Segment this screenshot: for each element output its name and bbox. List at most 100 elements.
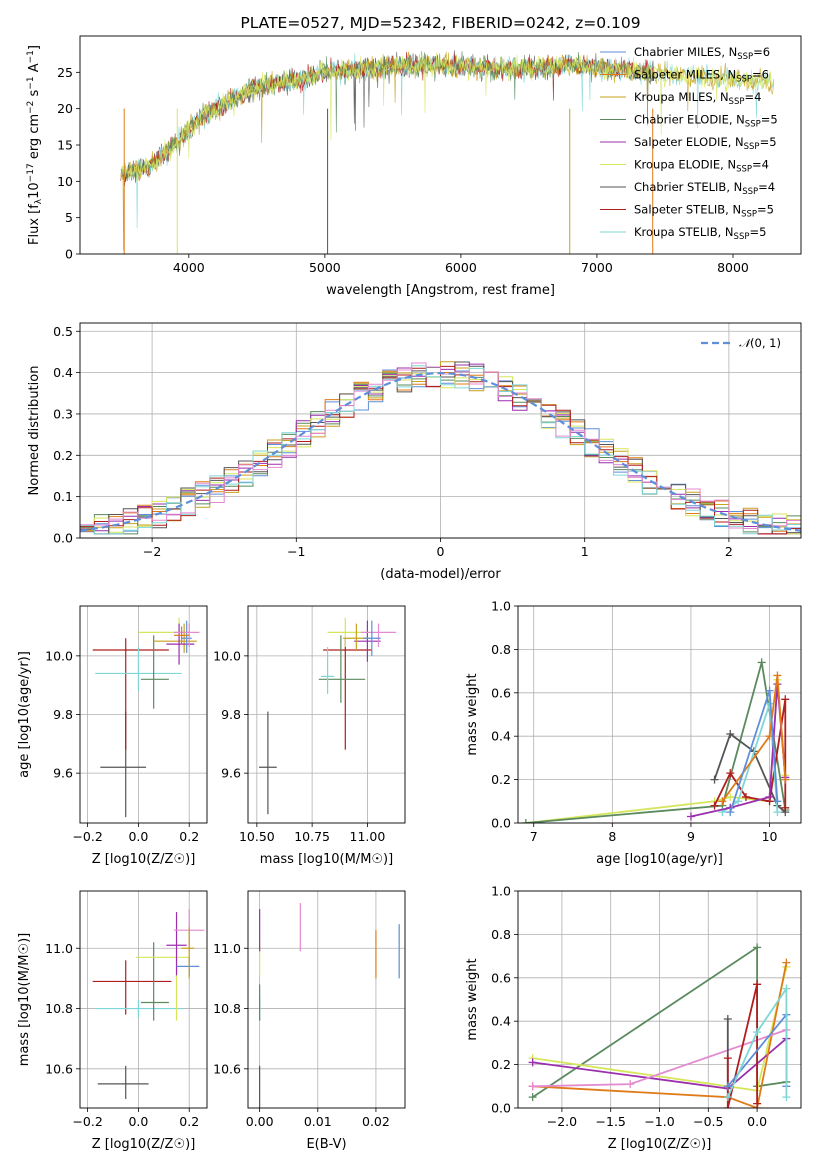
legend-entry: Salpeter MILES, NSSP=6 — [634, 68, 769, 85]
x-tick-label: 8000 — [717, 260, 749, 275]
legend-nssp: =4 — [752, 158, 769, 172]
axes-frame — [517, 605, 802, 824]
y-tick-label: 0.5 — [53, 324, 73, 339]
x-tick-label: 4000 — [173, 260, 205, 275]
data-point — [782, 984, 791, 993]
plot-area — [528, 943, 791, 1108]
data-point — [723, 1082, 732, 1091]
legend-sub: SSP — [744, 142, 760, 152]
legend-name: Kroupa ELODIE, N — [634, 158, 736, 172]
weight-series — [726, 985, 788, 1098]
legend-name: Salpeter STELIB, N — [634, 203, 741, 217]
weight-series — [721, 675, 787, 802]
spectrum-model-line — [120, 51, 775, 183]
plot-area — [521, 658, 790, 823]
x-tick-label: −2.0 — [547, 1114, 577, 1129]
legend-sub: SSP — [734, 232, 750, 242]
x-tick-label: 10.50 — [239, 829, 275, 844]
data-point — [773, 797, 782, 806]
x-tick-label: 0 — [437, 544, 445, 559]
data-point — [528, 1093, 537, 1102]
y-tick-label: 10.0 — [213, 648, 241, 663]
y-tick-label: 0.6 — [491, 970, 511, 985]
legend-entry: Chabrier STELIB, NSSP=4 — [634, 180, 775, 197]
y-tick-label: 9.8 — [221, 707, 241, 722]
legend-sub: SSP — [745, 120, 761, 130]
spectrum-model-line — [120, 51, 775, 251]
x-tick-label: 6000 — [445, 260, 477, 275]
legend-name: Salpeter MILES, N — [634, 68, 736, 82]
x-tick-label: 0.0 — [128, 829, 148, 844]
x-tick-label: 5000 — [309, 260, 341, 275]
legend-sub: SSP — [729, 97, 745, 107]
x-axis-label: mass [log10(M/M☉)] — [260, 852, 393, 867]
data-point — [753, 943, 762, 952]
x-axis-label: Z [log10(Z/Z☉)] — [608, 1137, 712, 1152]
y-tick-label: 10.0 — [45, 648, 73, 663]
data-point — [765, 686, 774, 695]
x-tick-label: 0.2 — [179, 1114, 199, 1129]
legend-entry: Kroupa MILES, NSSP=4 — [634, 90, 761, 107]
data-point — [626, 1080, 635, 1089]
panel-7: 0.00 0.01 0.02 10.6 10.8 11.0 E(B-V) — [213, 890, 406, 1152]
legend-entry: Kroupa STELIB, NSSP=5 — [634, 225, 766, 242]
y-tick-label: 10.8 — [45, 1001, 73, 1016]
y-tick-label: 0.3 — [53, 406, 73, 421]
legend-name: Kroupa MILES, N — [634, 90, 729, 104]
weight-series — [525, 679, 787, 823]
plot-area — [120, 50, 775, 254]
x-tick-label: 1 — [581, 544, 589, 559]
x-tick-label: 7000 — [581, 260, 613, 275]
data-point — [726, 769, 735, 778]
data-point — [765, 792, 774, 801]
y-axis-label: Normed distribution — [27, 366, 42, 496]
y-tick-label: 10 — [57, 174, 73, 189]
y-tick-label: 0.2 — [491, 772, 511, 787]
y-tick-label: 0.4 — [491, 729, 511, 744]
data-point — [757, 658, 766, 667]
x-tick-label: 10 — [762, 829, 778, 844]
data-point — [723, 1015, 732, 1024]
x-tick-label: 0.0 — [747, 1114, 767, 1129]
x-axis-label: age [log10(age/yr)] — [596, 852, 723, 867]
data-point — [773, 808, 782, 817]
normal-curve — [80, 371, 801, 532]
y-tick-label: 10.8 — [213, 1001, 241, 1016]
legend-sub: SSP — [741, 210, 757, 220]
weight-series — [532, 966, 788, 1092]
chart-title: PLATE=0527, MJD=52342, FIBERID=0242, z=0… — [240, 14, 640, 32]
y-tick-label: 0.6 — [491, 685, 511, 700]
x-tick-label: −2 — [143, 544, 161, 559]
y-tick-label: 9.8 — [53, 707, 73, 722]
y-tick-label: 5 — [65, 210, 73, 225]
legend-nssp: =4 — [758, 180, 775, 194]
data-point — [726, 808, 735, 817]
legend-nssp: =4 — [744, 90, 761, 104]
y-tick-label: 0.2 — [491, 1057, 511, 1072]
data-point — [528, 1082, 537, 1091]
panel-8: −2.0 −1.5 −1.0 −0.5 0.0 0.0 0.2 0.4 0.6 0.8 1.0 Z [… — [465, 884, 802, 1152]
data-point — [781, 803, 790, 812]
legend-nssp: =6 — [753, 45, 770, 59]
y-tick-label: 0 — [65, 247, 73, 262]
y-axis-label: age [log10(age/yr)] — [17, 651, 32, 778]
x-tick-label: 10.75 — [294, 829, 330, 844]
y-tick-label: 10.6 — [213, 1061, 241, 1076]
legend-entry: Chabrier ELODIE, NSSP=5 — [634, 113, 778, 130]
legend-nssp: =5 — [757, 203, 774, 217]
data-point — [710, 775, 719, 784]
x-tick-label: 11.00 — [350, 829, 386, 844]
y-tick-label: 11.0 — [213, 941, 241, 956]
x-axis-label: wavelength [Angstrom, rest frame] — [326, 283, 555, 298]
legend-entry: Kroupa ELODIE, NSSP=4 — [634, 158, 769, 175]
y-tick-label: 25 — [57, 65, 73, 80]
histogram-series — [80, 362, 801, 538]
x-tick-label: 2 — [725, 544, 733, 559]
data-point — [753, 1099, 762, 1108]
panel-6: −0.2 0.0 0.2 10.6 10.8 11.0 Z [log10(Z/Z☉)] mas… — [17, 890, 208, 1152]
y-tick-label: 15 — [57, 138, 73, 153]
data-point — [726, 730, 735, 739]
data-point — [782, 1093, 791, 1102]
